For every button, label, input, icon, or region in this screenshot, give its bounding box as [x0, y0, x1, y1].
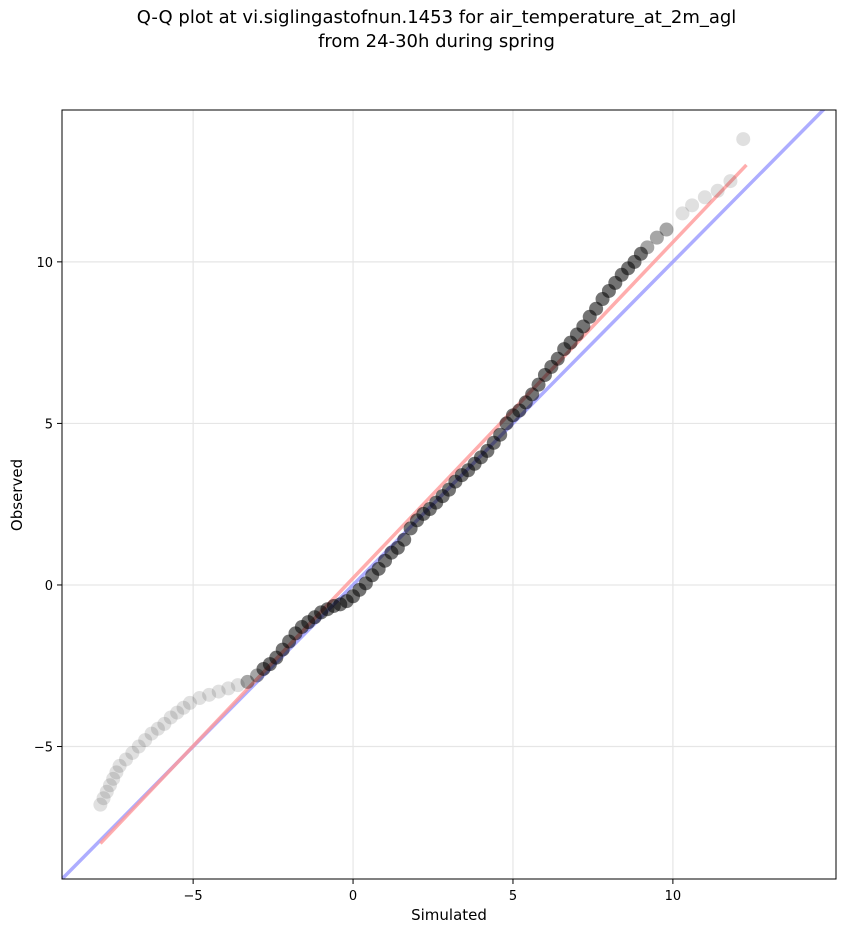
x-tick-label: 5	[509, 889, 517, 904]
data-point	[176, 700, 191, 715]
data-point	[138, 733, 153, 748]
data-point	[710, 183, 725, 198]
data-point	[106, 771, 121, 786]
plot-frame	[61, 109, 837, 880]
data-points	[93, 132, 751, 812]
data-point	[125, 745, 140, 760]
data-point	[192, 691, 207, 706]
data-point	[157, 716, 172, 731]
data-point	[685, 198, 700, 213]
data-point	[493, 427, 508, 442]
data-point	[633, 246, 648, 261]
y-tick-label: −5	[34, 741, 53, 756]
y-axis-label: Observed	[8, 459, 26, 531]
data-point	[649, 230, 664, 245]
data-point	[675, 206, 690, 221]
y-tick-label: 5	[45, 417, 53, 432]
y-tick-label: 0	[45, 579, 53, 594]
data-point	[99, 784, 114, 799]
data-point	[93, 797, 108, 812]
data-point	[102, 778, 117, 793]
data-point	[640, 240, 655, 255]
data-point	[182, 695, 197, 710]
data-point	[163, 710, 178, 725]
data-point	[723, 174, 738, 189]
chart-title: Q-Q plot at vi.siglingastofnun.1453 for …	[0, 6, 845, 54]
data-point	[221, 681, 236, 696]
data-point	[170, 705, 185, 720]
data-point	[118, 752, 133, 767]
data-point	[659, 222, 674, 237]
data-point	[230, 678, 245, 693]
chart-title-line-2: from 24-30h during spring	[318, 31, 555, 52]
x-tick-label: −5	[184, 889, 203, 904]
data-point	[109, 765, 124, 780]
data-point	[240, 674, 255, 689]
chart-title-line-1: Q-Q plot at vi.siglingastofnun.1453 for …	[136, 7, 737, 28]
data-point	[112, 758, 127, 773]
data-point	[211, 684, 226, 699]
y-tick-label: 10	[36, 256, 53, 271]
data-point	[144, 726, 159, 741]
data-point	[697, 190, 712, 205]
data-point	[202, 687, 217, 702]
x-tick-label: 0	[349, 889, 357, 904]
grid	[62, 110, 836, 879]
fit-line	[99, 163, 748, 845]
x-tick-label: 10	[665, 889, 682, 904]
x-axis-label: Simulated	[411, 906, 487, 924]
data-point	[131, 739, 146, 754]
data-point	[397, 532, 412, 547]
axis-ticks: −5 0 5 10 −5 0 5 10	[34, 256, 681, 904]
data-point	[96, 791, 111, 806]
data-point	[736, 132, 751, 147]
data-point	[150, 721, 165, 736]
